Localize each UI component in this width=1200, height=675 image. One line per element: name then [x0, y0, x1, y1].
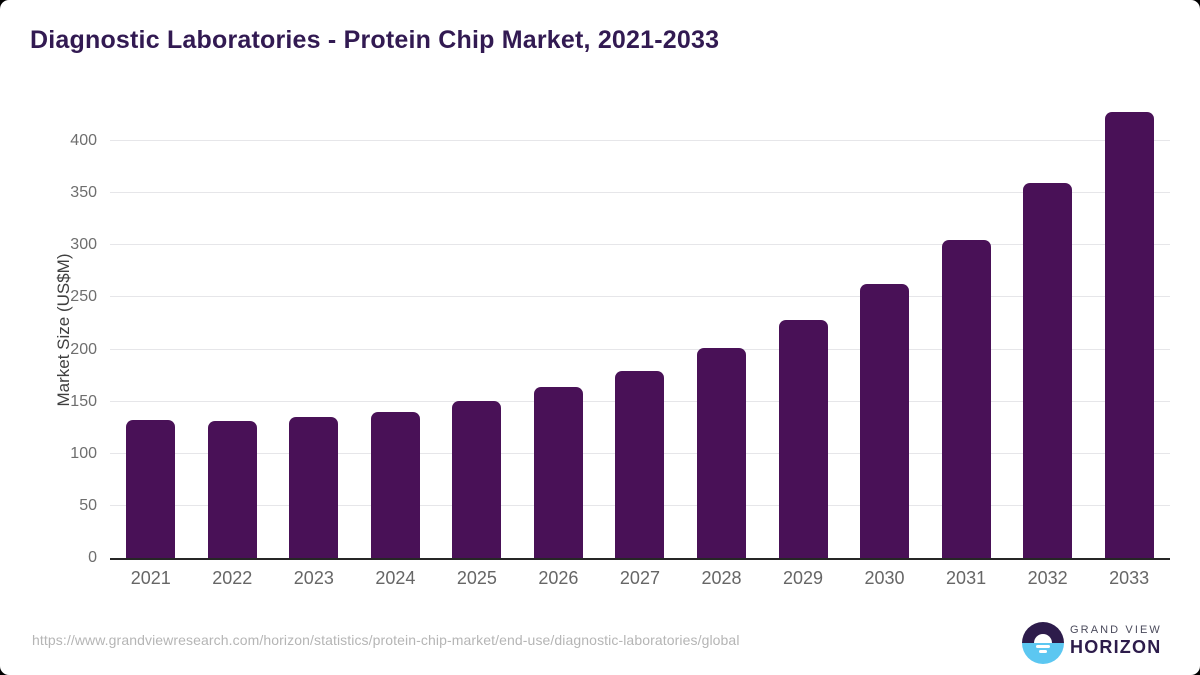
brand-lockup: GRAND VIEW HORIZON	[1022, 618, 1172, 664]
x-tick-label: 2032	[1027, 568, 1068, 588]
bar-2032	[1023, 182, 1073, 558]
bar-slot	[1007, 100, 1089, 558]
y-tick-label: 200	[70, 340, 97, 358]
y-tick-label: 50	[79, 496, 97, 514]
grand-view-horizon-logo-icon	[1022, 622, 1064, 664]
x-tick-label: 2027	[619, 568, 660, 588]
y-tick-label: 400	[70, 132, 97, 149]
x-tick-label: 2025	[456, 568, 497, 588]
gridline	[110, 348, 1170, 350]
page-title: Diagnostic Laboratories - Protein Chip M…	[30, 26, 720, 54]
bar-2024	[370, 411, 420, 558]
bar-2029	[778, 320, 828, 558]
bar-slot	[355, 100, 437, 558]
bar-2021	[126, 419, 176, 558]
x-tick-label: 2024	[375, 568, 416, 588]
bar-slot	[436, 100, 518, 558]
bar-2026	[533, 387, 583, 558]
bar-2023	[289, 416, 339, 558]
bar-2028	[696, 348, 746, 558]
gridline	[110, 192, 1170, 194]
bar-slot	[681, 100, 763, 558]
logo-reflection-line	[1036, 645, 1050, 648]
bar-2022	[207, 421, 257, 558]
bar-slot	[599, 100, 681, 558]
bar-2027	[615, 371, 665, 558]
gridline	[110, 296, 1170, 298]
x-axis-labels: 2021 2022 2023 2024 2025 2026 2027 2028 2029 2030…	[110, 568, 1170, 589]
x-tick-label: 2030	[864, 568, 905, 588]
y-tick-label: 0	[88, 549, 97, 566]
bar-slot	[273, 100, 355, 558]
bar-2025	[452, 400, 502, 558]
x-tick-label: 2023	[293, 568, 334, 588]
logo-sun-icon	[1034, 634, 1052, 643]
y-tick-label: 150	[70, 392, 97, 410]
bar-slot	[1088, 100, 1170, 558]
x-tick-label: 2029	[782, 568, 824, 588]
bar-slot	[518, 100, 600, 558]
brand-name-top: GRAND VIEW	[1070, 624, 1162, 636]
logo-reflection-line	[1039, 650, 1047, 653]
bar-slot	[110, 100, 192, 558]
bar-slot	[762, 100, 844, 558]
gridline	[110, 244, 1170, 246]
brand-text: GRAND VIEW HORIZON	[1070, 624, 1162, 658]
bar-slot	[844, 100, 926, 558]
y-tick-label: 250	[70, 288, 97, 306]
gridline	[110, 140, 1170, 141]
x-tick-label: 2026	[538, 568, 579, 588]
bar-2031	[941, 240, 991, 558]
bar-slot	[192, 100, 274, 558]
source-url: https://www.grandviewresearch.com/horizo…	[32, 632, 740, 648]
bar-slot	[925, 100, 1007, 558]
x-tick-label: 2021	[130, 568, 171, 588]
brand-name-bottom: HORIZON	[1070, 637, 1162, 657]
bars-row	[110, 100, 1170, 558]
y-tick-label: 350	[70, 184, 97, 202]
x-tick-label: 2031	[946, 568, 987, 588]
logo-sea-half	[1022, 643, 1064, 664]
x-tick-label: 2028	[701, 568, 742, 588]
x-tick-label: 2033	[1109, 568, 1150, 588]
y-tick-label: 100	[70, 444, 97, 462]
bar-2030	[860, 283, 910, 558]
plot-area	[110, 100, 1170, 560]
bar-2033	[1104, 111, 1154, 558]
y-tick-label: 300	[70, 236, 97, 254]
x-tick-label: 2022	[212, 568, 253, 588]
logo-sky-half	[1022, 622, 1064, 643]
